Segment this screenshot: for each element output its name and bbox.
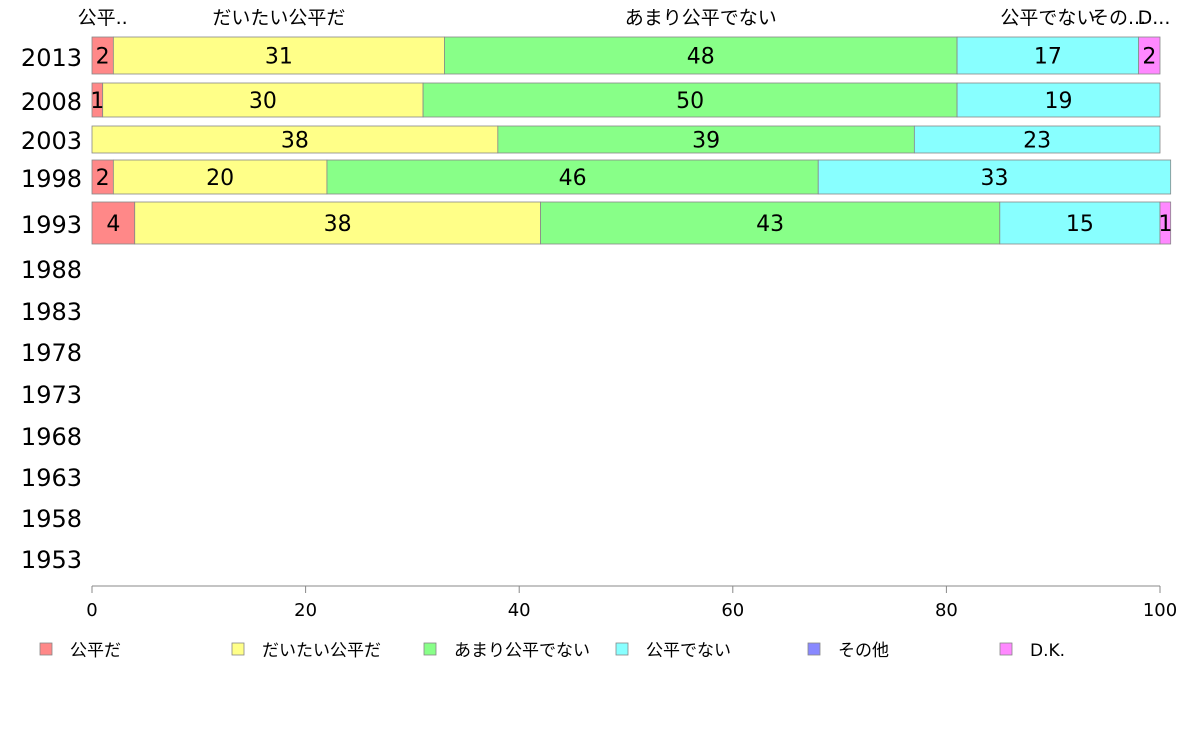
bar-value-label: 2 [96, 166, 110, 191]
bar-1998-series-1 [112, 159, 328, 195]
category-header: その... [1090, 7, 1146, 29]
year-label-1968: 1968 [21, 423, 82, 451]
bar-value-label: 19 [1045, 89, 1073, 114]
bar-value-label: 2 [96, 45, 110, 70]
bar-2013-series-1 [112, 36, 445, 75]
bar-value-label: 2 [1142, 45, 1156, 70]
legend-label: 公平だ [70, 641, 121, 661]
bar-1998-series-2 [326, 159, 819, 195]
legend-label: 公平でない [646, 641, 731, 661]
legend: 公平だ だいたい公平だ あまり公平でない 公平でない その他 D.K. [39, 641, 1065, 661]
category-headers: 公平.. だいたい公平だ あまり公平でない 公平でないその...D... [78, 7, 1171, 29]
year-label-1973: 1973 [21, 381, 82, 409]
legend-swatch [231, 642, 245, 656]
legend-label: その他 [838, 641, 889, 661]
legend-swatch [807, 642, 821, 656]
x-tick-label: 80 [935, 600, 958, 621]
year-label-1978: 1978 [21, 339, 82, 367]
bar-value-label: 15 [1066, 212, 1094, 237]
bar-value-label: 46 [559, 166, 587, 191]
bar-2003-series-2 [497, 125, 915, 154]
bar-2008-series-1 [102, 82, 424, 118]
x-tick-label: 100 [1143, 600, 1177, 621]
year-label-1958: 1958 [21, 505, 82, 533]
bar-value-label: 31 [265, 45, 293, 70]
x-tick-label: 60 [721, 600, 744, 621]
legend-label: D.K. [1030, 641, 1065, 661]
category-header: だいたい公平だ [212, 7, 345, 29]
year-label-1988: 1988 [21, 256, 82, 284]
year-label-1953: 1953 [21, 546, 82, 574]
legend-label: だいたい公平だ [262, 641, 381, 661]
bars-layer: 2 31 48 17 2 1 30 50 19 38 39 23 2 20 46 33 4 38 43 15 1 [90, 36, 1172, 245]
bar-2008-series-3 [956, 82, 1161, 118]
bar-1993-series-5 [1159, 201, 1172, 245]
year-label-1963: 1963 [21, 464, 82, 492]
legend-swatch [39, 642, 53, 656]
category-header: D... [1138, 7, 1171, 29]
year-labels: 2013 2008 2003 1998 1993 1988 1983 1978 1973 1968… [21, 44, 82, 574]
year-label-2013: 2013 [21, 44, 82, 72]
bar-1993-series-2 [540, 201, 1001, 245]
x-tick-label: 20 [294, 600, 317, 621]
x-axis: 0 20 40 60 80 100 [86, 585, 1177, 621]
bar-value-label: 43 [756, 212, 784, 237]
bar-value-label: 39 [692, 129, 720, 154]
legend-swatch [423, 642, 437, 656]
category-header: 公平.. [78, 7, 128, 29]
year-label-1998: 1998 [21, 165, 82, 193]
category-header: 公平でない [1000, 7, 1095, 29]
year-label-2008: 2008 [21, 88, 82, 116]
bar-2013-series-3 [956, 36, 1140, 75]
category-header: あまり公平でない [625, 7, 777, 29]
bar-value-label: 23 [1023, 129, 1051, 154]
bar-1993-series-0 [91, 201, 136, 245]
year-label-1983: 1983 [21, 298, 82, 326]
bar-value-label: 33 [980, 166, 1008, 191]
x-tick-label: 40 [508, 600, 531, 621]
bar-value-label: 38 [324, 212, 352, 237]
year-label-1993: 1993 [21, 211, 82, 239]
legend-swatch [999, 642, 1013, 656]
legend-label: あまり公平でない [454, 641, 590, 661]
bar-value-label: 48 [687, 45, 715, 70]
x-tick-label: 0 [86, 600, 97, 621]
bar-value-label: 50 [676, 89, 704, 114]
bar-value-label: 20 [206, 166, 234, 191]
bar-2008-series-2 [422, 82, 958, 118]
bar-2013-series-5 [1138, 36, 1161, 75]
bar-2003-series-3 [913, 125, 1161, 154]
bar-value-label: 4 [106, 212, 120, 237]
legend-swatch [615, 642, 629, 656]
bar-1993-series-1 [134, 201, 541, 245]
bar-1998-series-3 [817, 159, 1172, 195]
bar-value-label: 1 [1158, 212, 1172, 237]
bar-1993-series-3 [999, 201, 1161, 245]
bar-value-label: 30 [249, 89, 277, 114]
bar-value-label: 1 [90, 89, 104, 114]
year-label-2003: 2003 [21, 127, 82, 155]
bar-value-label: 38 [281, 129, 309, 154]
bar-value-label: 17 [1034, 45, 1062, 70]
